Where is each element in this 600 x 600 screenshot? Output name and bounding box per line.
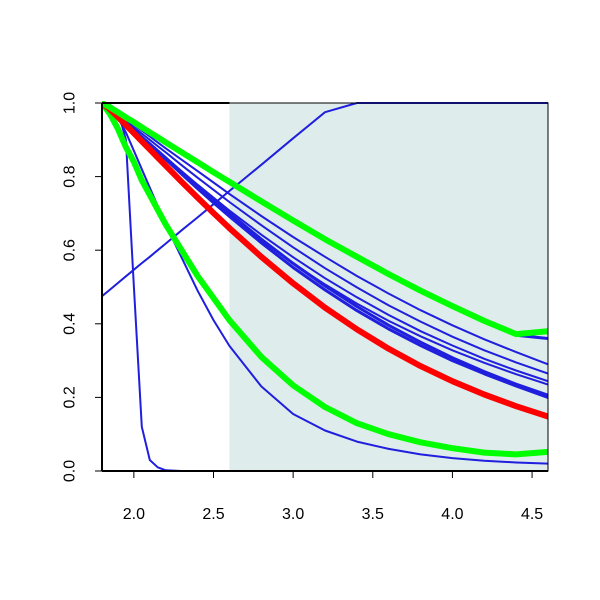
y-tick-label: 0.2 — [62, 386, 79, 408]
x-tick-label: 3.5 — [362, 506, 384, 523]
series-layer — [102, 101, 548, 472]
x-tick-label: 4.0 — [441, 506, 463, 523]
y-tick-label: 0.8 — [62, 165, 79, 187]
shaded-region — [229, 103, 548, 471]
y-tick-label: 0.4 — [62, 313, 79, 335]
y-tick-label: 0.6 — [62, 239, 79, 261]
x-tick-label: 3.0 — [282, 506, 304, 523]
x-tick-label: 4.5 — [521, 506, 543, 523]
series-line-13 — [102, 101, 548, 420]
series-line-6 — [102, 102, 548, 375]
x-tick-label: 2.5 — [202, 506, 224, 523]
series-line-3 — [102, 102, 548, 465]
plot-area — [102, 101, 548, 472]
series-line-14 — [102, 101, 548, 338]
axes: 2.0 2.5 3.0 3.5 4.0 4.5 0.0 0.2 0.4 0.6 0.8 1.0 — [62, 92, 549, 523]
x-tick-label: 2.0 — [123, 506, 145, 523]
y-tick-label: 0.0 — [62, 460, 79, 482]
y-tick-label: 1.0 — [62, 92, 79, 114]
series-line-12 — [102, 101, 548, 458]
